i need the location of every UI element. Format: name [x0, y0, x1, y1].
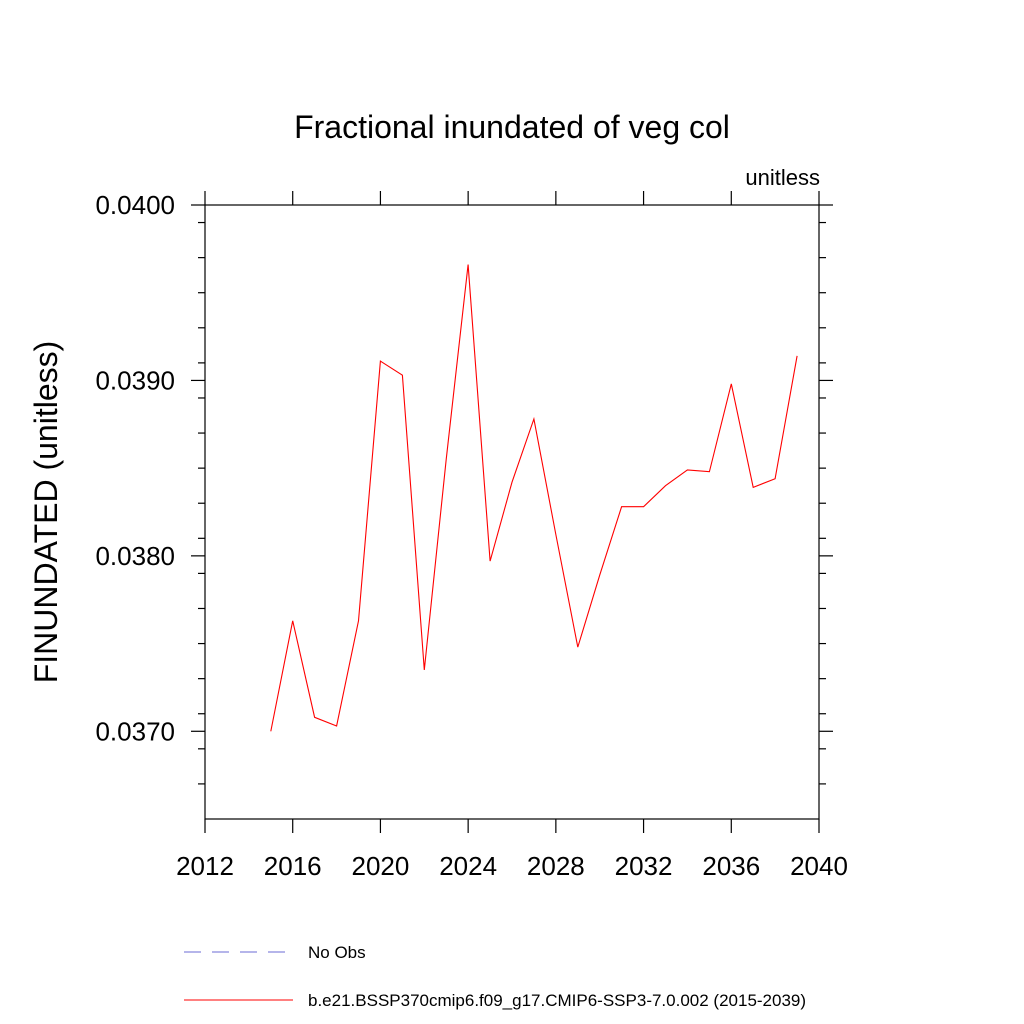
x-tick-label: 2016: [264, 851, 322, 881]
y-tick-label: 0.0370: [95, 716, 175, 746]
legend-label: No Obs: [308, 943, 366, 962]
x-tick-label: 2020: [352, 851, 410, 881]
y-tick-label: 0.0380: [95, 541, 175, 571]
x-tick-label: 2028: [527, 851, 585, 881]
x-tick-label: 2032: [615, 851, 673, 881]
x-tick-label: 2024: [439, 851, 497, 881]
y-tick-label: 0.0390: [95, 365, 175, 395]
x-tick-label: 2012: [176, 851, 234, 881]
units-label: unitless: [745, 165, 820, 190]
chart-title: Fractional inundated of veg col: [294, 109, 730, 145]
y-tick-label: 0.0400: [95, 190, 175, 220]
y-axis-label: FINUNDATED (unitless): [28, 341, 64, 684]
axis-tick-labels: 2012 2016 2020 2024 2028 2032 2036 2040 0.0370 0.…: [95, 190, 847, 881]
legend: No Obs b.e21.BSSP370cmip6.f09_g17.CMIP6-S…: [184, 943, 806, 1010]
legend-label: b.e21.BSSP370cmip6.f09_g17.CMIP6-SSP3-7.…: [308, 991, 806, 1010]
x-tick-label: 2036: [702, 851, 760, 881]
series-group: [270, 264, 798, 732]
plot-frame: [204, 204, 820, 820]
series-line: [270, 264, 798, 732]
axis-ticks: [191, 191, 833, 833]
x-tick-label: 2040: [790, 851, 848, 881]
